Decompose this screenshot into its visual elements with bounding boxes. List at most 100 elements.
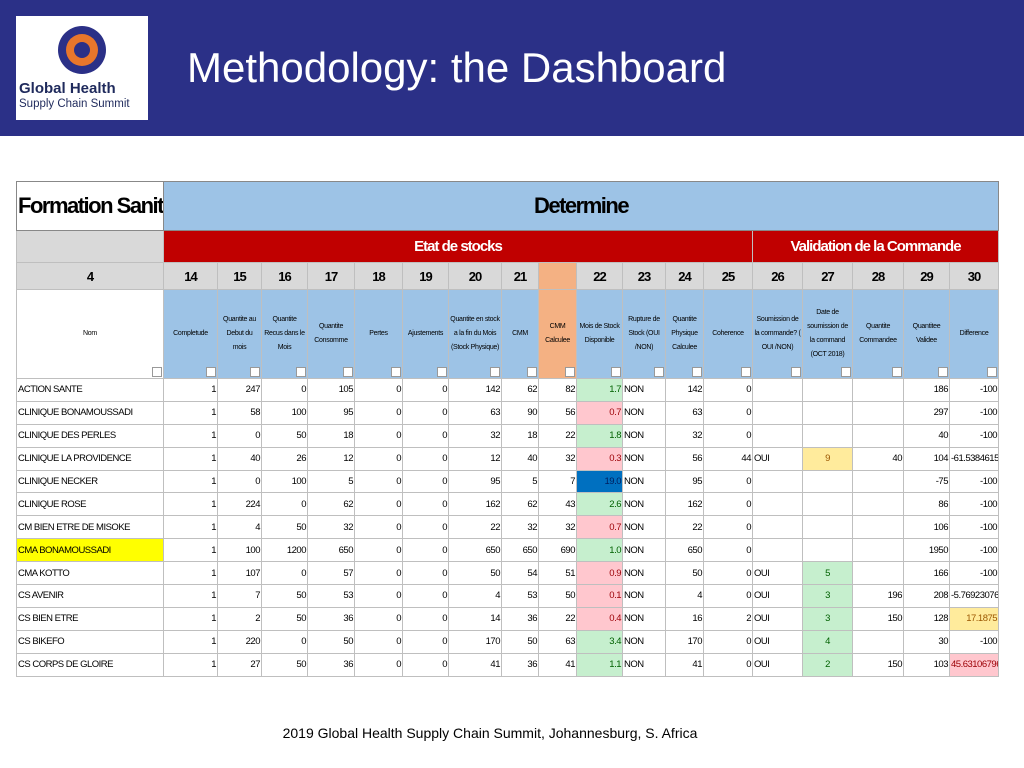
cell: 0 <box>354 584 403 608</box>
row-name: ACTION SANTE <box>16 378 164 402</box>
cell: 142 <box>448 378 502 402</box>
cell <box>852 400 904 425</box>
cell: 186 <box>903 378 950 402</box>
cell: 224 <box>217 492 262 517</box>
cell <box>852 629 904 654</box>
cell: OUI <box>752 584 803 608</box>
cell: 100 <box>217 538 262 563</box>
table-row: CLINIQUE ROSE 1 224 0 62 0 0 162 62 43 2.6 NON 162 0 8… <box>16 492 1000 517</box>
cell: 32 <box>665 423 704 448</box>
column-header: CMM Calculee <box>538 289 577 379</box>
column-header: Quantite Consomme <box>307 289 355 379</box>
cell <box>752 378 803 402</box>
cell: 0.7 <box>576 400 623 425</box>
cell: 50 <box>261 652 308 677</box>
cell: 90 <box>501 400 539 425</box>
table-row: CS CORPS DE GLOIRE 1 27 50 36 0 0 41 36 41 1.1 NON 4… <box>16 652 1000 677</box>
cell: NON <box>622 629 666 654</box>
cell: 0 <box>703 652 753 677</box>
cell: 1200 <box>261 538 308 563</box>
cell <box>802 400 853 425</box>
cell: 1 <box>163 515 218 540</box>
table-row: CS BIEN ETRE 1 2 50 36 0 0 14 36 22 0.4 NON 16 2 OUI 3 1… <box>16 606 1000 631</box>
cell: 1 <box>163 538 218 563</box>
column-number: 20 <box>448 262 502 290</box>
cell: 1950 <box>903 538 950 563</box>
cell: NON <box>622 538 666 563</box>
table-row: CS BIKEFO 1 220 0 50 0 0 170 50 63 3.4 NON 170 0 OUI 4 3… <box>16 629 1000 654</box>
cell: 0 <box>354 561 403 586</box>
cell: OUI <box>752 606 803 631</box>
column-header: Quantite Physique Calculee <box>665 289 704 379</box>
cell: 0 <box>402 378 449 402</box>
cell: 36 <box>501 606 539 631</box>
cell: 63 <box>665 400 704 425</box>
cell: 1.1 <box>576 652 623 677</box>
cell: -100 <box>948 423 1000 448</box>
cell: 44 <box>703 446 753 471</box>
cell: 18 <box>307 423 355 448</box>
cell: 166 <box>903 561 950 586</box>
cell: 0 <box>402 538 449 563</box>
cell: NON <box>622 606 666 631</box>
cell <box>852 538 904 563</box>
cell: -100 <box>948 538 1000 563</box>
cell: 41 <box>665 652 704 677</box>
cell: 0 <box>354 652 403 677</box>
cell: 32 <box>307 515 355 540</box>
cell: 2 <box>802 652 853 677</box>
cell: 1 <box>163 584 218 608</box>
table-row: CLINIQUE NECKER 1 0 100 5 0 0 95 5 7 19.0 NON 95 0 -75… <box>16 469 1000 494</box>
cell: NON <box>622 561 666 586</box>
cell: 0 <box>402 629 449 654</box>
cell: 50 <box>261 606 308 631</box>
cell: 3 <box>802 606 853 631</box>
table-row: CM BIEN ETRE DE MISOKE 1 4 50 32 0 0 22 32 32 0.7 N… <box>16 515 1000 540</box>
cell: 0 <box>261 629 308 654</box>
cell <box>802 538 853 563</box>
cell: -75 <box>903 469 950 494</box>
cell: NON <box>622 492 666 517</box>
column-header: Quantite au Debut du mois <box>217 289 262 379</box>
cell: -100 <box>948 492 1000 517</box>
cell: NON <box>622 515 666 540</box>
cell: 0 <box>703 629 753 654</box>
cell: 0 <box>402 652 449 677</box>
logo-globe <box>58 26 106 74</box>
cell: 100 <box>261 400 308 425</box>
cell <box>852 492 904 517</box>
cell: 16 <box>665 606 704 631</box>
cell: 22 <box>665 515 704 540</box>
cell: 51 <box>538 561 577 586</box>
cell: OUI <box>752 629 803 654</box>
cell: 62 <box>501 492 539 517</box>
cell: 45.63106796 <box>948 652 1000 677</box>
cell: 19.0 <box>576 469 623 494</box>
column-header: Quantitee Validee <box>903 289 950 379</box>
column-header: Ajustements <box>402 289 449 379</box>
cell <box>752 492 803 517</box>
column-number: 15 <box>217 262 262 290</box>
cell: 106 <box>903 515 950 540</box>
cell: 95 <box>665 469 704 494</box>
column-number: 4 <box>16 262 164 290</box>
cell <box>752 469 803 494</box>
cell: 0.1 <box>576 584 623 608</box>
cell: 5 <box>802 561 853 586</box>
cell <box>852 423 904 448</box>
cell: NON <box>622 652 666 677</box>
cell: NON <box>622 584 666 608</box>
cell: 0 <box>703 515 753 540</box>
cell: 0 <box>354 400 403 425</box>
cell: 0 <box>703 538 753 563</box>
cell: 7 <box>217 584 262 608</box>
cell: 22 <box>538 423 577 448</box>
cell: 12 <box>448 446 502 471</box>
cell: 1 <box>163 629 218 654</box>
column-header: Quantite Commandee <box>852 289 904 379</box>
table-row: CLINIQUE DES PERLES 1 0 50 18 0 0 32 18 22 1.8 NON 3… <box>16 423 1000 448</box>
column-number: 24 <box>665 262 704 290</box>
cell: 0.4 <box>576 606 623 631</box>
cell: 1.0 <box>576 538 623 563</box>
cell: 54 <box>501 561 539 586</box>
